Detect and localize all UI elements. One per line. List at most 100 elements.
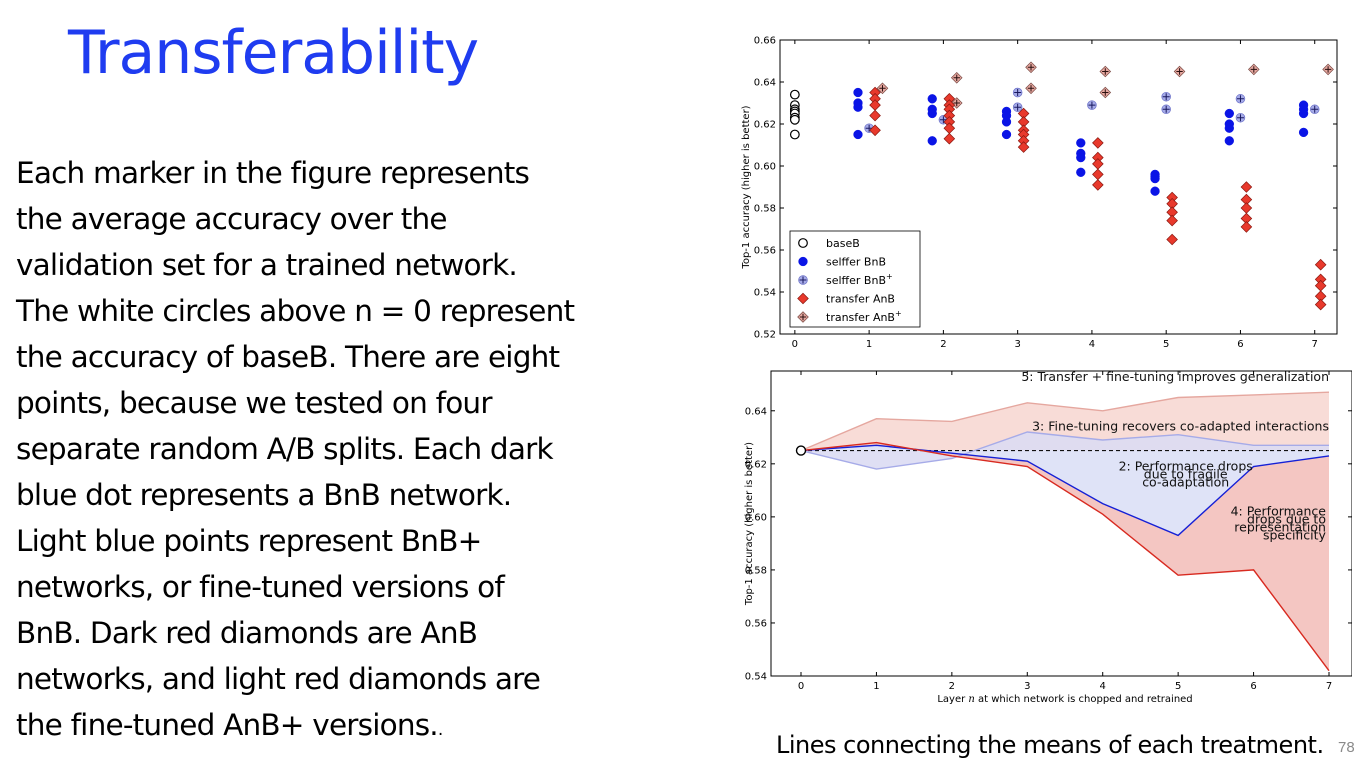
- region-fragile-co-adaptation: [801, 445, 1329, 536]
- marker-plus: [879, 85, 886, 92]
- data-point: [869, 124, 881, 137]
- data-point: [853, 102, 863, 112]
- legend-marker: [797, 292, 809, 305]
- data-point: [1224, 136, 1234, 146]
- data-point: [1224, 123, 1234, 133]
- x-tick-label: 2: [940, 339, 946, 350]
- marker-plus: [799, 276, 807, 284]
- x-tick-label: 5: [1175, 681, 1181, 692]
- legend-box: [789, 230, 921, 328]
- region-fine-tuning-gain: [801, 392, 1329, 451]
- x-tick-label: 7: [1326, 681, 1332, 692]
- data-point: [1248, 63, 1260, 76]
- body-line: Light blue points represent BnB+: [16, 524, 482, 558]
- x-tick-label: 2: [949, 681, 955, 692]
- legend-marker: [797, 311, 809, 323]
- legend-sup: +: [895, 309, 902, 318]
- y-axis-label: Top-1 accuracy (higher is better): [741, 105, 752, 269]
- data-point: [1240, 221, 1253, 233]
- x-tick-label: 6: [1250, 681, 1256, 692]
- data-point: [1092, 179, 1104, 191]
- body-line: points, because we tested on four: [16, 386, 492, 420]
- legend-marker: [798, 238, 808, 248]
- x-tick-label: 1: [873, 681, 879, 692]
- data-point: [1224, 108, 1234, 119]
- data-point: [1235, 112, 1246, 123]
- data-point: [1099, 65, 1112, 78]
- y-tick-label: 0.60: [754, 162, 776, 173]
- legend-label: selffer BnB+: [826, 272, 893, 287]
- data-point: [1235, 94, 1246, 104]
- y-tick-label: 0.64: [754, 78, 776, 89]
- legend-text: transfer AnB: [826, 293, 895, 306]
- chart-annotation: 4: Performance: [1231, 504, 1327, 519]
- legend-sup: +: [886, 272, 893, 281]
- x-axis-label-prefix: Layer: [937, 694, 968, 705]
- y-tick-label: 0.56: [745, 618, 767, 629]
- marker-plus: [1102, 89, 1109, 96]
- data-point: [1161, 91, 1171, 102]
- marker-plus: [1176, 68, 1183, 75]
- y-tick-label: 0.54: [754, 288, 776, 299]
- data-point: [1150, 173, 1160, 184]
- legend-marker: [798, 256, 808, 267]
- body-line: the average accuracy over the: [16, 202, 448, 236]
- y-tick-label: 0.62: [754, 120, 776, 131]
- body-line: the fine-tuned AnB+ versions..: [16, 702, 656, 753]
- marker-plus: [1027, 85, 1035, 92]
- line-chart: 0.54 0.56 0.58 0.60 0.62 0.64 0 1 2 3 4 5 6 7 Top-1 ac…: [744, 369, 1352, 705]
- data-point: [1076, 138, 1086, 148]
- data-point: [1166, 233, 1178, 246]
- y-tick-label: 0.52: [754, 330, 776, 341]
- legend-text: baseB: [826, 237, 860, 250]
- data-point: [927, 136, 937, 146]
- marker-plus: [1027, 64, 1035, 71]
- y-tick-label: 0.54: [745, 672, 767, 683]
- chart-annotation: specificity: [1263, 527, 1327, 542]
- x-tick-label: 4: [1089, 339, 1095, 350]
- data-point: [1298, 127, 1309, 138]
- marker-plus: [1162, 105, 1170, 113]
- y-tick-label: 0.60: [745, 512, 767, 523]
- body-line-text: the fine-tuned AnB+ versions.: [16, 708, 439, 742]
- data-point: [927, 94, 937, 104]
- legend-text: selffer BnB: [826, 274, 886, 287]
- chart-annotation: drops due to: [1247, 512, 1326, 527]
- marker-plus: [1162, 93, 1170, 101]
- series-line: [800, 444, 1330, 537]
- legend-label: transfer AnB+: [826, 309, 902, 324]
- data-point: [1298, 108, 1309, 119]
- data-point: [1309, 104, 1320, 115]
- marker-plus: [1088, 101, 1096, 109]
- marker-plus: [953, 74, 960, 81]
- x-tick-label: 3: [1024, 681, 1030, 692]
- data-point: [853, 87, 863, 98]
- data-point: [1017, 141, 1030, 153]
- y-tick-label: 0.56: [754, 246, 776, 257]
- body-text: Each marker in the figure represents the…: [16, 150, 656, 753]
- series-line: [800, 391, 1330, 452]
- marker-plus: [953, 99, 960, 107]
- x-axis-label-suffix: at which network is chopped and retraine…: [975, 694, 1193, 705]
- data-point: [1150, 186, 1160, 196]
- data-point: [1099, 86, 1112, 99]
- scatter-chart: 0.52 0.54 0.56 0.58 0.60 0.62 0.64 0.66 0 1 2 3 4 5 6 7…: [741, 36, 1338, 350]
- body-line: BnB. Dark red diamonds are AnB: [16, 616, 478, 650]
- y-tick-label: 0.64: [745, 406, 767, 417]
- plot-frame: [770, 370, 1352, 677]
- data-point: [789, 89, 800, 100]
- chart-annotation: representation: [1234, 519, 1326, 534]
- x-tick-label: 7: [1312, 339, 1318, 350]
- body-line: separate random A/B splits. Each dark: [16, 432, 554, 466]
- x-tick-label: 6: [1237, 339, 1243, 350]
- data-point: [950, 72, 963, 84]
- series-line: [800, 441, 1330, 672]
- body-line: The white circles above n = 0 represent: [16, 294, 575, 328]
- chart-annotation: 2: Performance drops: [1119, 458, 1253, 473]
- data-point: [853, 129, 863, 140]
- data-point: [1087, 100, 1097, 110]
- body-line: Each marker in the figure represents: [16, 156, 530, 190]
- series-line: [800, 431, 1329, 470]
- body-line: validation set for a trained network.: [16, 248, 518, 282]
- data-point: [1314, 298, 1327, 311]
